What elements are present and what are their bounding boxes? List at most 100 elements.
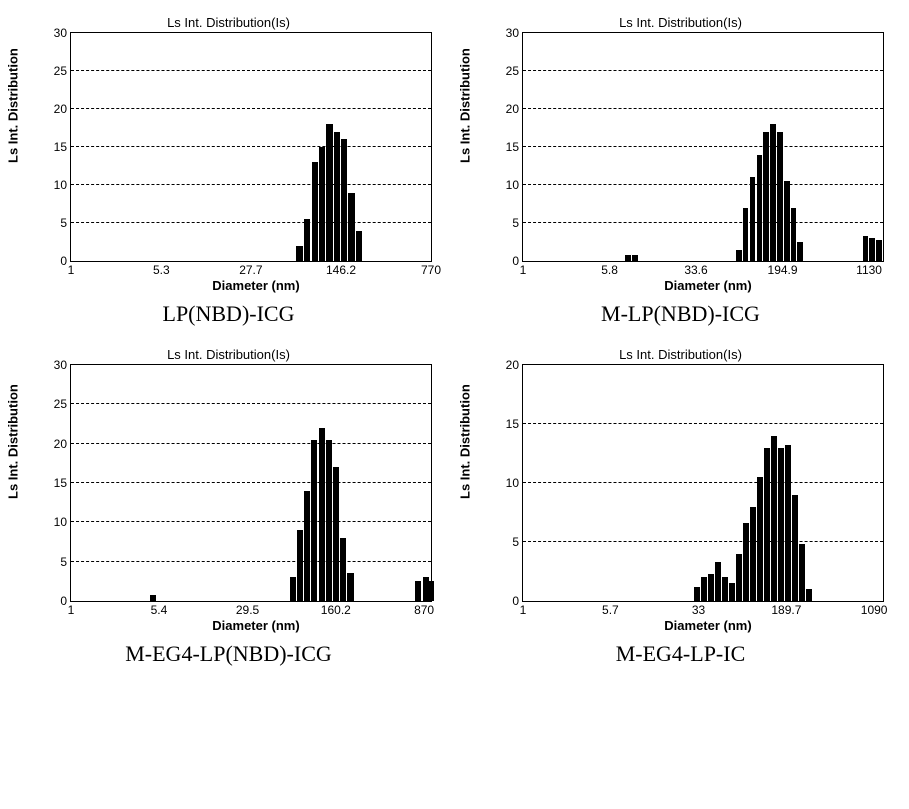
x-tick: 870 <box>414 601 434 617</box>
histogram-bar <box>869 238 875 261</box>
chart-caption: M-LP(NBD)-ICG <box>601 301 760 327</box>
histogram-bar <box>341 139 347 261</box>
y-tick: 10 <box>54 515 71 529</box>
histogram-bar <box>743 523 749 601</box>
bars-layer <box>71 33 431 261</box>
histogram-bar <box>319 428 325 601</box>
y-tick: 5 <box>60 216 71 230</box>
histogram-bar <box>791 208 797 261</box>
histogram-bar <box>757 155 763 261</box>
x-axis-label: Diameter (nm) <box>522 618 894 633</box>
y-tick: 15 <box>506 140 523 154</box>
y-tick: 15 <box>54 140 71 154</box>
histogram-bar <box>876 240 882 261</box>
bars-layer <box>71 365 431 601</box>
histogram-bar <box>778 448 784 601</box>
histogram-bar <box>736 554 742 601</box>
histogram-bar <box>863 236 869 261</box>
chart-panel-0: Ls Int. Distribution(Is)Ls Int. Distribu… <box>15 15 442 327</box>
histogram-bar <box>792 495 798 601</box>
histogram-bar <box>625 255 631 261</box>
bars-layer <box>523 365 883 601</box>
plot-area: 05101520253015.327.7146.2770 <box>70 32 432 262</box>
y-tick: 25 <box>54 397 71 411</box>
histogram-bar <box>722 577 728 601</box>
histogram-bar <box>797 242 803 261</box>
x-tick: 29.5 <box>236 601 259 617</box>
histogram-bar <box>750 177 756 261</box>
x-tick: 194.9 <box>768 261 798 277</box>
histogram-bar <box>784 181 790 261</box>
y-tick: 20 <box>506 102 523 116</box>
histogram-bar <box>743 208 749 261</box>
histogram-bar <box>799 544 805 601</box>
chart-caption: LP(NBD)-ICG <box>163 301 295 327</box>
histogram-bar <box>736 250 742 261</box>
x-tick: 27.7 <box>239 261 262 277</box>
chart-title: Ls Int. Distribution(Is) <box>467 15 894 30</box>
y-axis-label: Ls Int. Distribution <box>458 48 473 163</box>
y-tick: 5 <box>512 535 523 549</box>
y-tick: 10 <box>506 476 523 490</box>
x-tick: 5.3 <box>153 261 170 277</box>
histogram-bar <box>701 577 707 601</box>
histogram-bar <box>311 440 317 601</box>
histogram-bar <box>632 255 638 261</box>
y-axis-label: Ls Int. Distribution <box>6 48 21 163</box>
histogram-bar <box>750 507 756 601</box>
histogram-bar <box>770 124 776 261</box>
y-tick: 25 <box>54 64 71 78</box>
y-axis-label: Ls Int. Distribution <box>458 384 473 499</box>
y-tick: 30 <box>506 26 523 40</box>
chart-title: Ls Int. Distribution(Is) <box>15 347 442 362</box>
y-tick: 10 <box>506 178 523 192</box>
chart-panel-2: Ls Int. Distribution(Is)Ls Int. Distribu… <box>15 347 442 667</box>
chart-title: Ls Int. Distribution(Is) <box>467 347 894 362</box>
chart-panel-3: Ls Int. Distribution(Is)Ls Int. Distribu… <box>467 347 894 667</box>
y-tick: 15 <box>54 476 71 490</box>
x-tick: 146.2 <box>326 261 356 277</box>
x-axis-label: Diameter (nm) <box>522 278 894 293</box>
histogram-bar <box>708 574 714 601</box>
histogram-bar <box>297 530 303 601</box>
y-tick: 5 <box>60 555 71 569</box>
histogram-bar <box>304 491 310 601</box>
histogram-bar <box>326 124 332 261</box>
y-tick: 20 <box>54 437 71 451</box>
chart-caption: M-EG4-LP(NBD)-ICG <box>125 641 332 667</box>
histogram-bar <box>763 132 769 261</box>
histogram-bar <box>319 147 325 261</box>
x-tick: 1090 <box>861 601 888 617</box>
y-tick: 30 <box>54 358 71 372</box>
histogram-bar <box>312 162 318 261</box>
histogram-bar <box>296 246 302 261</box>
y-tick: 25 <box>506 64 523 78</box>
histogram-bar <box>304 219 310 261</box>
chart-title: Ls Int. Distribution(Is) <box>15 15 442 30</box>
chart-box: Ls Int. Distribution(Is)Ls Int. Distribu… <box>467 15 894 293</box>
histogram-bar <box>334 132 340 261</box>
histogram-bar <box>290 577 296 601</box>
histogram-bar <box>333 467 339 601</box>
chart-box: Ls Int. Distribution(Is)Ls Int. Distribu… <box>467 347 894 633</box>
histogram-bar <box>771 436 777 601</box>
x-tick: 160.2 <box>321 601 351 617</box>
histogram-bar <box>150 595 156 601</box>
histogram-bar <box>777 132 783 261</box>
histogram-bar <box>806 589 812 601</box>
y-axis-label: Ls Int. Distribution <box>6 384 21 499</box>
histogram-bar <box>729 583 735 601</box>
x-tick: 33.6 <box>684 261 707 277</box>
bars-layer <box>523 33 883 261</box>
histogram-bar <box>694 587 700 601</box>
x-tick: 33 <box>692 601 705 617</box>
x-axis-label: Diameter (nm) <box>70 618 442 633</box>
histogram-bar <box>326 440 332 601</box>
histogram-bar <box>764 448 770 601</box>
histogram-bar <box>757 477 763 601</box>
plot-area: 05101520253015.833.6194.91130 <box>522 32 884 262</box>
y-tick: 10 <box>54 178 71 192</box>
chart-box: Ls Int. Distribution(Is)Ls Int. Distribu… <box>15 15 442 293</box>
histogram-bar <box>356 231 362 261</box>
x-tick: 5.4 <box>151 601 168 617</box>
